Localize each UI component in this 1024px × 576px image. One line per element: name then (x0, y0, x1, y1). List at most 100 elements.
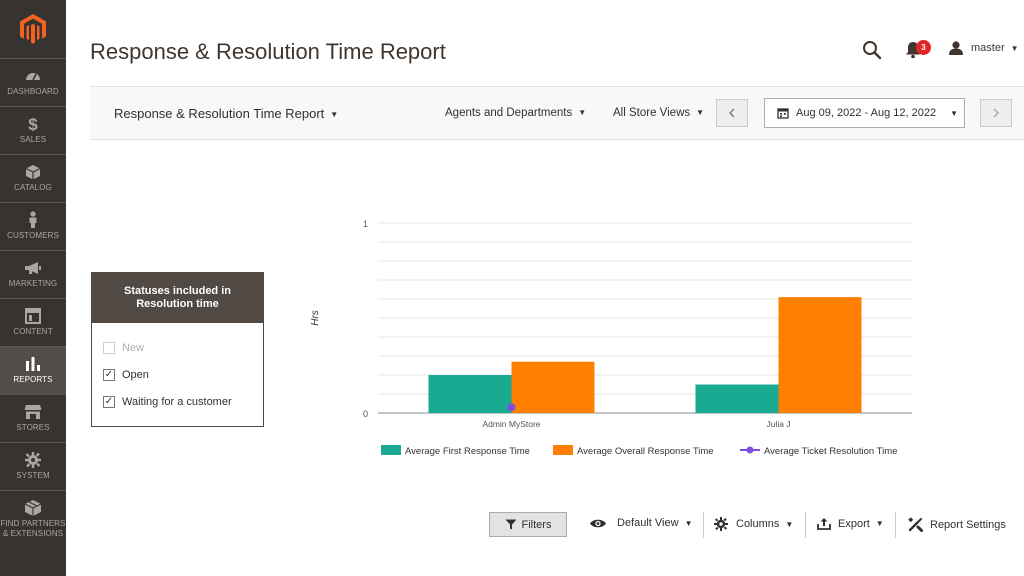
calendar-icon (777, 108, 789, 119)
gear-icon (714, 517, 728, 531)
checkmark-icon: ✓ (103, 369, 115, 381)
response-time-chart: 0 1 Hrs Admin MyStore Julia J Average First R… (310, 219, 912, 457)
view-select[interactable]: Default View ▼ (589, 517, 692, 529)
user-menu[interactable]: master ▼ (948, 41, 1019, 55)
user-name: master (971, 42, 1005, 54)
chevron-down-icon: ▼ (875, 519, 884, 528)
report-switcher-label: Response & Resolution Time Report (114, 106, 325, 121)
search-button[interactable] (862, 40, 882, 60)
divider (703, 512, 704, 538)
status-open-checkbox[interactable]: ✓ Open (103, 369, 149, 381)
report-settings-button[interactable]: Report Settings (908, 517, 1006, 532)
legend-swatch (553, 445, 573, 455)
chevron-down-icon: ▼ (684, 518, 693, 528)
megaphone-icon (24, 259, 42, 277)
x-tick-label: Julia J (766, 419, 790, 429)
sidebar-item-sales[interactable]: $ SALES (0, 106, 66, 154)
sidebar-item-label: CONTENT (13, 327, 53, 336)
status-waiting-checkbox[interactable]: ✓ Waiting for a customer (103, 396, 232, 408)
sidebar-item-label: CATALOG (14, 183, 52, 192)
group-by-label: Agents and Departments (445, 107, 573, 119)
divider (895, 512, 896, 538)
filters-button[interactable]: Filters (489, 512, 567, 537)
export-label: Export (838, 517, 870, 530)
sidebar-item-catalog[interactable]: CATALOG (0, 154, 66, 202)
status-label: Open (122, 369, 149, 381)
dashboard-icon (25, 67, 41, 85)
sidebar-item-content[interactable]: CONTENT (0, 298, 66, 346)
status-label: Waiting for a customer (122, 396, 232, 408)
filters-label: Filters (521, 518, 552, 531)
bar-average-overall-response-time (778, 297, 862, 413)
report-toolbar: Response & Resolution Time Report ▼ Agent… (90, 86, 1024, 140)
chevron-left-icon (729, 108, 735, 118)
legend-label: Average First Response Time (405, 446, 530, 457)
checkbox-box (103, 342, 115, 354)
store-view-select[interactable]: All Store Views ▼ (613, 107, 704, 119)
page-title: Response & Resolution Time Report (90, 39, 446, 64)
legend-swatch (381, 445, 401, 455)
sidebar-item-stores[interactable]: STORES (0, 394, 66, 442)
tools-icon (908, 517, 923, 532)
bar-chart-icon (25, 355, 41, 373)
checkmark-icon: ✓ (103, 396, 115, 408)
group-by-select[interactable]: Agents and Departments ▼ (445, 107, 586, 119)
previous-period-button[interactable] (716, 99, 748, 127)
gear-icon (25, 451, 41, 469)
user-icon (949, 41, 963, 55)
magento-logo[interactable] (0, 0, 66, 58)
report-switcher[interactable]: Response & Resolution Time Report ▼ (114, 106, 338, 121)
filter-funnel-icon (505, 519, 517, 530)
store-view-label: All Store Views (613, 107, 691, 119)
sidebar-item-label: SYSTEM (16, 471, 50, 480)
dollar-icon: $ (27, 115, 39, 133)
sidebar-item-label: DASHBOARD (7, 87, 59, 96)
chevron-down-icon: ▼ (696, 108, 705, 117)
statuses-panel: Statuses included in Resolution time New… (91, 272, 264, 427)
legend-swatch-point (746, 446, 754, 454)
chevron-down-icon: ▼ (950, 108, 958, 118)
sidebar-item-label: REPORTS (13, 375, 53, 384)
status-new-checkbox[interactable]: New (103, 342, 144, 354)
admin-sidebar: DASHBOARD $ SALES CATALOG CUSTOMERS MARKETING… (0, 0, 66, 576)
eye-icon (590, 519, 606, 527)
sidebar-item-label: MARKETING (8, 279, 58, 288)
svg-text:$: $ (28, 115, 38, 133)
sidebar-item-customers[interactable]: CUSTOMERS (0, 202, 66, 250)
point-average-ticket-resolution-time (507, 403, 516, 412)
view-label: Default View (617, 517, 679, 529)
bar-average-first-response-time (695, 384, 779, 413)
store-icon (24, 403, 42, 421)
sidebar-item-label: CUSTOMERS (7, 231, 59, 240)
bar-average-overall-response-time (511, 361, 595, 413)
status-label: New (122, 342, 145, 354)
chevron-down-icon: ▼ (1010, 43, 1019, 53)
report-settings-label: Report Settings (930, 518, 1006, 531)
sidebar-item-find-partners-extensions[interactable]: FIND PARTNERS & EXTENSIONS (0, 490, 66, 554)
sidebar-item-marketing[interactable]: MARKETING (0, 250, 66, 298)
columns-button[interactable]: Columns ▼ (714, 517, 793, 531)
cube-icon (24, 499, 42, 517)
date-range-picker[interactable]: Aug 09, 2022 - Aug 12, 2022 ▼ (764, 98, 965, 128)
sidebar-item-label: STORES (16, 423, 50, 432)
chevron-right-icon (993, 108, 999, 118)
y-axis-label: Hrs (310, 310, 321, 326)
sidebar-item-label: SALES (19, 135, 47, 144)
search-icon (863, 41, 882, 60)
chevron-down-icon: ▼ (578, 108, 587, 117)
next-period-button[interactable] (980, 99, 1012, 127)
chevron-down-icon: ▼ (785, 519, 794, 529)
sidebar-item-dashboard[interactable]: DASHBOARD (0, 58, 66, 106)
notifications-count-badge: 3 (916, 40, 931, 55)
export-button[interactable]: Export ▼ (817, 517, 884, 530)
layout-icon (25, 307, 41, 325)
legend-label: Average Overall Response Time (577, 446, 714, 457)
chevron-down-icon: ▼ (330, 110, 339, 119)
x-tick-label: Admin MyStore (482, 419, 540, 429)
divider (805, 512, 806, 538)
sidebar-item-reports[interactable]: REPORTS (0, 346, 66, 394)
sidebar-item-system[interactable]: SYSTEM (0, 442, 66, 490)
sidebar-item-label: FIND PARTNERS & EXTENSIONS (0, 519, 66, 538)
person-icon (27, 211, 39, 229)
columns-label: Columns (736, 518, 780, 530)
